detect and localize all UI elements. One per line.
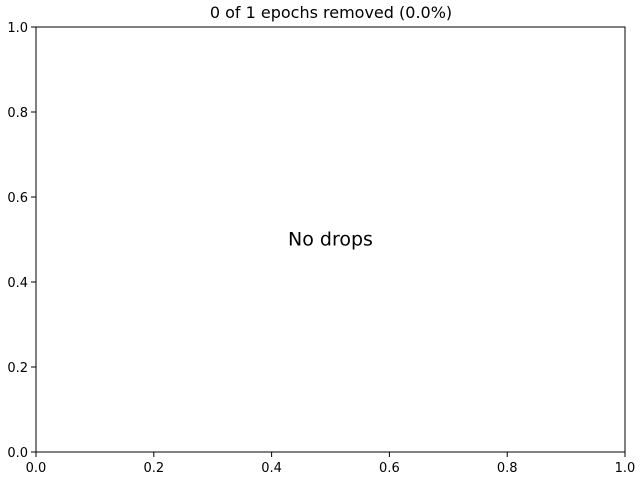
plot-area — [35, 26, 626, 453]
x-tick-label: 0.0 — [26, 461, 47, 476]
x-axis-ticks: 0.0 0.2 0.4 0.6 0.8 1.0 — [26, 452, 636, 476]
x-tick-label: 0.6 — [379, 461, 400, 476]
x-tick-label: 0.8 — [497, 461, 518, 476]
y-tick-label: 1.0 — [7, 21, 28, 36]
x-tick-label: 0.2 — [143, 461, 164, 476]
no-drops-annotation: No drops — [288, 229, 373, 251]
x-tick-label: 0.4 — [261, 461, 282, 476]
y-tick-label: 0.2 — [7, 361, 28, 376]
x-tick-label: 1.0 — [615, 461, 636, 476]
chart-title: 0 of 1 epochs removed (0.0%) — [210, 3, 452, 22]
axes-frame — [35, 26, 626, 453]
y-axis-ticks: 0.0 0.2 0.4 0.6 0.8 1.0 — [7, 21, 36, 461]
y-tick-label: 0.0 — [7, 446, 28, 461]
y-tick-label: 0.8 — [7, 106, 28, 121]
y-tick-label: 0.4 — [7, 276, 28, 291]
y-tick-label: 0.6 — [7, 191, 28, 206]
